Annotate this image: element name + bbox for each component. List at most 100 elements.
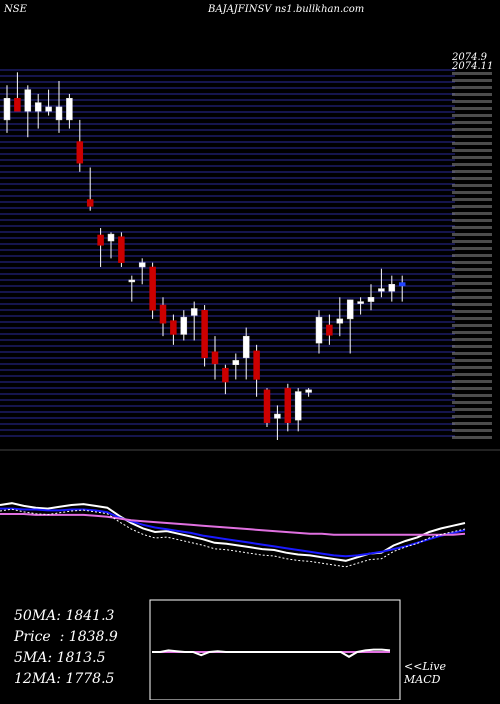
price-axis-tick bbox=[452, 212, 492, 215]
candle-body bbox=[326, 324, 333, 336]
price-axis-tick bbox=[452, 359, 492, 362]
macd-title: MACD bbox=[404, 673, 441, 686]
price-axis-tick bbox=[452, 240, 492, 243]
candle-body bbox=[294, 391, 302, 421]
candle-body bbox=[357, 301, 364, 304]
candles bbox=[3, 72, 406, 440]
price-axis-tick bbox=[452, 254, 492, 257]
candle-body bbox=[367, 297, 375, 302]
price-axis-tick bbox=[452, 415, 492, 418]
stat-5ma: 5MA: 1813.5 bbox=[14, 650, 106, 666]
price-axis-tick bbox=[452, 352, 492, 355]
candle-body bbox=[378, 288, 385, 292]
macd_line-line bbox=[152, 648, 391, 658]
candle-body bbox=[274, 413, 281, 419]
stats-box: 50MA: 1841.3 Price : 1838.9 5MA: 1813.5 … bbox=[14, 606, 118, 690]
ma-line-dotted bbox=[0, 508, 466, 568]
price-axis-tick bbox=[452, 198, 492, 201]
price-label-top: 2074.9 bbox=[451, 52, 488, 63]
candle-body bbox=[55, 106, 63, 121]
price-axis-tick bbox=[452, 366, 492, 369]
candle-body bbox=[128, 279, 136, 283]
candle-body bbox=[398, 282, 406, 287]
candle-body bbox=[284, 387, 292, 423]
macd-panel-frame bbox=[149, 599, 401, 701]
stat-price: Price : 1838.9 bbox=[14, 629, 118, 645]
price-axis-tick bbox=[452, 107, 492, 110]
price-axis-tick bbox=[452, 324, 492, 327]
candle-body bbox=[14, 98, 21, 112]
candle-body bbox=[86, 199, 94, 207]
price-axis-tick bbox=[452, 296, 492, 299]
price-axis-tick bbox=[452, 170, 492, 173]
candle-body bbox=[3, 98, 11, 121]
candle-body bbox=[222, 367, 229, 383]
price-axis-tick bbox=[452, 282, 492, 285]
ma-line-ma_short bbox=[0, 502, 466, 562]
candle-body bbox=[253, 350, 260, 380]
price-axis-tick bbox=[452, 275, 492, 278]
price-axis-tick bbox=[452, 331, 492, 334]
candle-body bbox=[149, 266, 156, 311]
candle-body bbox=[66, 98, 73, 121]
price-axis-tick bbox=[452, 163, 492, 166]
moving-average-panel bbox=[0, 502, 466, 568]
live-link[interactable]: <<Live bbox=[404, 660, 446, 673]
candle-body bbox=[242, 335, 250, 359]
candle-body bbox=[263, 389, 271, 423]
candle-body bbox=[45, 106, 52, 112]
price-axis-tick bbox=[452, 135, 492, 138]
stat-50ma: 50MA: 1841.3 bbox=[14, 608, 115, 624]
candle-body bbox=[346, 299, 354, 320]
exchange-label: NSE bbox=[4, 4, 27, 15]
price-axis-tick bbox=[452, 177, 492, 180]
price-axis-tick bbox=[452, 191, 492, 194]
candle-body bbox=[315, 316, 323, 344]
price-axis-tick bbox=[452, 72, 492, 75]
symbol-label: BAJAJFINSV ns1.bullkhan.com bbox=[208, 4, 365, 15]
price-axis-tick bbox=[452, 226, 492, 229]
candle-body bbox=[24, 89, 32, 112]
macd-live-label: <<Live MACD bbox=[404, 660, 446, 686]
candle-body bbox=[305, 389, 312, 393]
candle-body bbox=[107, 233, 115, 242]
price-label-second: 2074.11 bbox=[451, 61, 493, 72]
price-axis-tick bbox=[452, 268, 492, 271]
ma-line-ma_long bbox=[0, 513, 466, 536]
candle-body bbox=[97, 234, 104, 246]
price-axis-tick bbox=[452, 394, 492, 397]
candle-body bbox=[232, 360, 240, 365]
price-axis-tick bbox=[452, 184, 492, 187]
candle-body bbox=[388, 284, 396, 292]
price-axis-tick bbox=[452, 128, 492, 131]
candle-body bbox=[34, 102, 42, 112]
stat-12ma: 12MA: 1778.5 bbox=[14, 671, 115, 687]
price-axis-tick bbox=[452, 86, 492, 89]
price-axis-tick bbox=[452, 317, 492, 320]
price-axis-tick bbox=[452, 100, 492, 103]
price-axis-tick bbox=[452, 422, 492, 425]
candle-body bbox=[138, 262, 146, 268]
candle-body bbox=[190, 308, 198, 316]
price-axis-tick bbox=[452, 380, 492, 383]
price-axis-tick bbox=[452, 338, 492, 341]
price-axis-tick bbox=[452, 261, 492, 264]
price-axis-tick bbox=[452, 142, 492, 145]
candle-body bbox=[180, 316, 188, 335]
candle-body bbox=[159, 304, 167, 324]
price-axis-tick bbox=[452, 149, 492, 152]
candle-body bbox=[201, 309, 208, 359]
candle-body bbox=[211, 351, 219, 365]
candle-body bbox=[170, 320, 177, 335]
candle-body bbox=[118, 236, 125, 263]
candle-body bbox=[336, 318, 344, 324]
price-axis-tick bbox=[452, 247, 492, 250]
price-axis-tick bbox=[452, 387, 492, 390]
price-axis-tick bbox=[452, 303, 492, 306]
price-axis-tick bbox=[452, 93, 492, 96]
price-axis-tick bbox=[452, 310, 492, 313]
